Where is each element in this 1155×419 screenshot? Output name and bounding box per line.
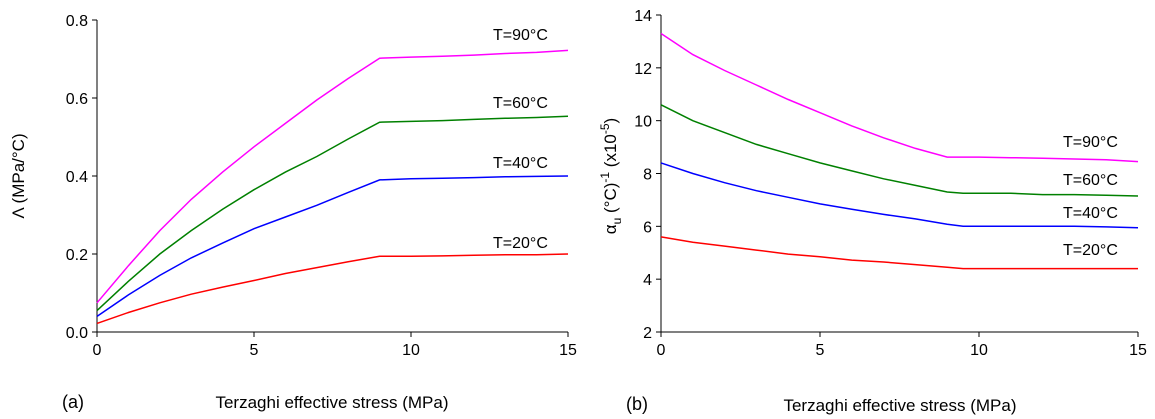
y-tick-label-a: 0.0 [66,325,88,342]
x-tick-label-a: 10 [402,342,420,359]
y-tick-label-a: 0.6 [66,91,88,108]
series-line-a-3 [96,49,569,304]
series-label-b-3: T=90°C [1063,134,1118,151]
series-line-a-2 [96,115,569,312]
y-axis-label-part: α [601,224,620,234]
series-line-b-1 [660,162,1139,229]
y-tick-label-b: 6 [643,219,652,236]
x-axis-label-a: Terzaghi effective stress (MPa) [215,393,448,412]
y-tick-label-a: 0.4 [66,169,88,186]
series-line-a-0 [96,253,569,325]
series-label-a-0: T=20°C [493,235,548,252]
y-axis-label-b: αu (°C)-1 (x10-5) [598,118,624,234]
chart-panel-b: 0 5 10 15 2 4 6 8 10 12 14 T=20°C T=40°C T=60°C T=90°C… [598,8,1147,415]
y-axis-label-a: Λ (MPa/°C) [9,133,28,218]
panel-label-b: (b) [626,394,648,414]
series-label-a-2: T=60°C [493,95,548,112]
y-axis-label-part: u [610,218,624,225]
series-label-a-1: T=40°C [493,155,548,172]
y-axis-label-part: -1 [598,172,612,183]
y-tick-label-b: 10 [634,114,652,131]
y-axis-label-part: (x10 [601,134,620,172]
y-tick-label-b: 8 [643,167,652,184]
y-tick-label-a: 0.8 [66,13,88,30]
x-tick-label-a: 15 [559,342,577,359]
y-tick-label-b: 14 [634,8,652,25]
x-axis-label-b: Terzaghi effective stress (MPa) [783,396,1016,415]
x-tick-label-a: 5 [250,342,259,359]
series-label-b-0: T=20°C [1063,242,1118,259]
series-label-a-3: T=90°C [493,27,548,44]
x-tick-label-b: 10 [970,342,988,359]
y-axis-label-part: (°C) [601,183,620,218]
x-tick-label-b: 15 [1129,342,1147,359]
series-label-b-2: T=60°C [1063,172,1118,189]
y-axis-label-part: -5 [598,123,612,134]
x-tick-label-a: 0 [93,342,102,359]
series-line-b-2 [660,104,1139,197]
series-label-b-1: T=40°C [1063,205,1118,222]
chart-panel-a: 0 5 10 15 0.0 0.2 0.4 0.6 0.8 T=20°C T=40°C T=60°C T… [9,13,577,412]
series-line-b-3 [660,32,1139,163]
series-line-a-1 [96,175,569,318]
y-axis-label-part: ) [601,118,620,124]
y-tick-label-b: 12 [634,61,652,78]
y-tick-label-b: 2 [643,325,652,342]
panel-label-a: (a) [62,392,84,412]
x-tick-label-b: 0 [657,342,666,359]
y-tick-label-b: 4 [643,272,652,289]
series-line-b-0 [660,236,1138,270]
y-tick-label-a: 0.2 [66,247,88,264]
x-tick-label-b: 5 [816,342,825,359]
